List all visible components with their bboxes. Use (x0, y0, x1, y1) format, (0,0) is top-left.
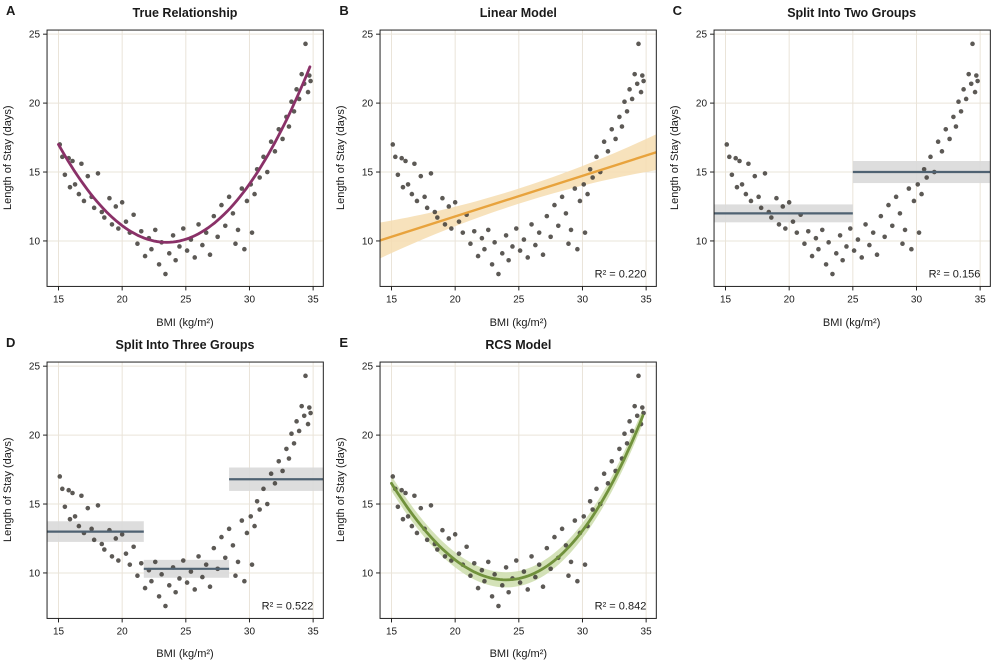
panel-letter: E (339, 334, 348, 350)
svg-text:20: 20 (117, 626, 129, 637)
svg-text:25: 25 (847, 294, 859, 305)
svg-text:15: 15 (362, 168, 374, 179)
r-squared-label: R² = 0.156 (928, 268, 980, 280)
svg-text:20: 20 (29, 99, 41, 110)
svg-text:10: 10 (696, 236, 708, 247)
svg-text:35: 35 (308, 626, 320, 637)
panel-c-two-groups: C Split Into Two Groups 15 20 25 30 35 10 15 20… (667, 0, 1000, 332)
svg-text:30: 30 (244, 626, 256, 637)
svg-text:15: 15 (53, 294, 65, 305)
svg-text:30: 30 (577, 626, 589, 637)
plot-c: 15 20 25 30 35 10 15 20 25 R² = 0.156 (696, 29, 991, 305)
svg-text:10: 10 (29, 568, 41, 579)
x-axis-label: BMI (kg/m²) (156, 648, 214, 660)
svg-text:15: 15 (362, 499, 374, 510)
svg-text:25: 25 (696, 30, 708, 41)
panel-letter: C (672, 3, 683, 18)
panel-letter: B (339, 3, 349, 18)
svg-text:10: 10 (362, 236, 374, 247)
x-axis-label: BMI (kg/m²) (489, 648, 548, 660)
svg-text:35: 35 (641, 294, 653, 305)
svg-text:15: 15 (29, 499, 41, 510)
svg-text:25: 25 (362, 30, 374, 41)
svg-text:20: 20 (450, 626, 462, 637)
panel-e-rcs-model: E RCS Model 15 20 25 30 35 10 15 20 25 R² = 0.842… (333, 332, 666, 663)
x-axis-label: BMI (kg/m²) (156, 316, 214, 329)
r-squared-label: R² = 0.220 (595, 268, 647, 280)
r-squared-label: R² = 0.842 (595, 600, 647, 612)
svg-text:25: 25 (362, 361, 374, 372)
svg-text:25: 25 (514, 626, 526, 637)
y-axis-label: Length of Stay (days) (2, 437, 14, 542)
svg-text:15: 15 (29, 168, 41, 179)
plot-e: 15 20 25 30 35 10 15 20 25 R² = 0.842 (362, 361, 658, 637)
svg-text:25: 25 (29, 30, 41, 41)
y-axis-label: Length of Stay (days) (335, 105, 348, 211)
panel-title: Split Into Three Groups (115, 337, 255, 352)
panel-a-true-relationship: A True Relationship 15 20 25 30 35 10 15 20 25 L… (0, 0, 333, 332)
svg-text:35: 35 (308, 294, 320, 305)
panel-title: True Relationship (132, 6, 238, 20)
svg-text:35: 35 (641, 626, 653, 637)
svg-text:15: 15 (386, 626, 398, 637)
panel-letter: D (6, 334, 16, 350)
svg-text:25: 25 (514, 294, 526, 305)
y-axis-label: Length of Stay (days) (668, 105, 681, 211)
svg-text:30: 30 (244, 294, 256, 305)
svg-text:15: 15 (53, 626, 65, 637)
y-axis-label: Length of Stay (days) (335, 437, 348, 542)
plot-b: 15 20 25 30 35 10 15 20 25 R² = 0.220 (362, 29, 658, 305)
svg-text:20: 20 (29, 430, 41, 441)
svg-text:10: 10 (362, 568, 374, 579)
plot-d: 15 20 25 30 35 10 15 20 25 R² = 0.522 (29, 361, 324, 637)
svg-text:20: 20 (117, 294, 129, 305)
svg-text:25: 25 (29, 361, 41, 372)
empty-cell (667, 332, 1000, 663)
panel-title: Linear Model (479, 6, 557, 20)
panel-b-linear-model: B Linear Model 15 20 25 30 35 10 15 20 25 R² = 0.… (333, 0, 666, 332)
svg-text:30: 30 (911, 294, 923, 305)
svg-text:25: 25 (180, 626, 192, 637)
panel-title: Split Into Two Groups (787, 6, 917, 20)
panel-letter: A (6, 3, 16, 18)
plot-a: 15 20 25 30 35 10 15 20 25 (29, 29, 324, 305)
svg-text:35: 35 (974, 294, 986, 305)
svg-text:30: 30 (577, 294, 589, 305)
svg-text:15: 15 (386, 294, 398, 305)
panel-d-three-groups: D Split Into Three Groups 15 20 25 30 35 10 15… (0, 332, 333, 663)
svg-text:20: 20 (696, 99, 708, 110)
y-axis-label: Length of Stay (days) (2, 105, 14, 211)
svg-text:20: 20 (783, 294, 795, 305)
r-squared-label: R² = 0.522 (262, 600, 314, 612)
svg-text:10: 10 (29, 236, 41, 247)
svg-text:25: 25 (180, 294, 192, 305)
x-axis-label: BMI (kg/m²) (822, 316, 881, 329)
svg-text:20: 20 (362, 430, 374, 441)
svg-text:20: 20 (362, 99, 374, 110)
x-axis-label: BMI (kg/m²) (489, 316, 548, 329)
svg-text:20: 20 (450, 294, 462, 305)
panel-title: RCS Model (485, 337, 552, 352)
svg-text:15: 15 (696, 168, 708, 179)
svg-text:15: 15 (720, 294, 732, 305)
